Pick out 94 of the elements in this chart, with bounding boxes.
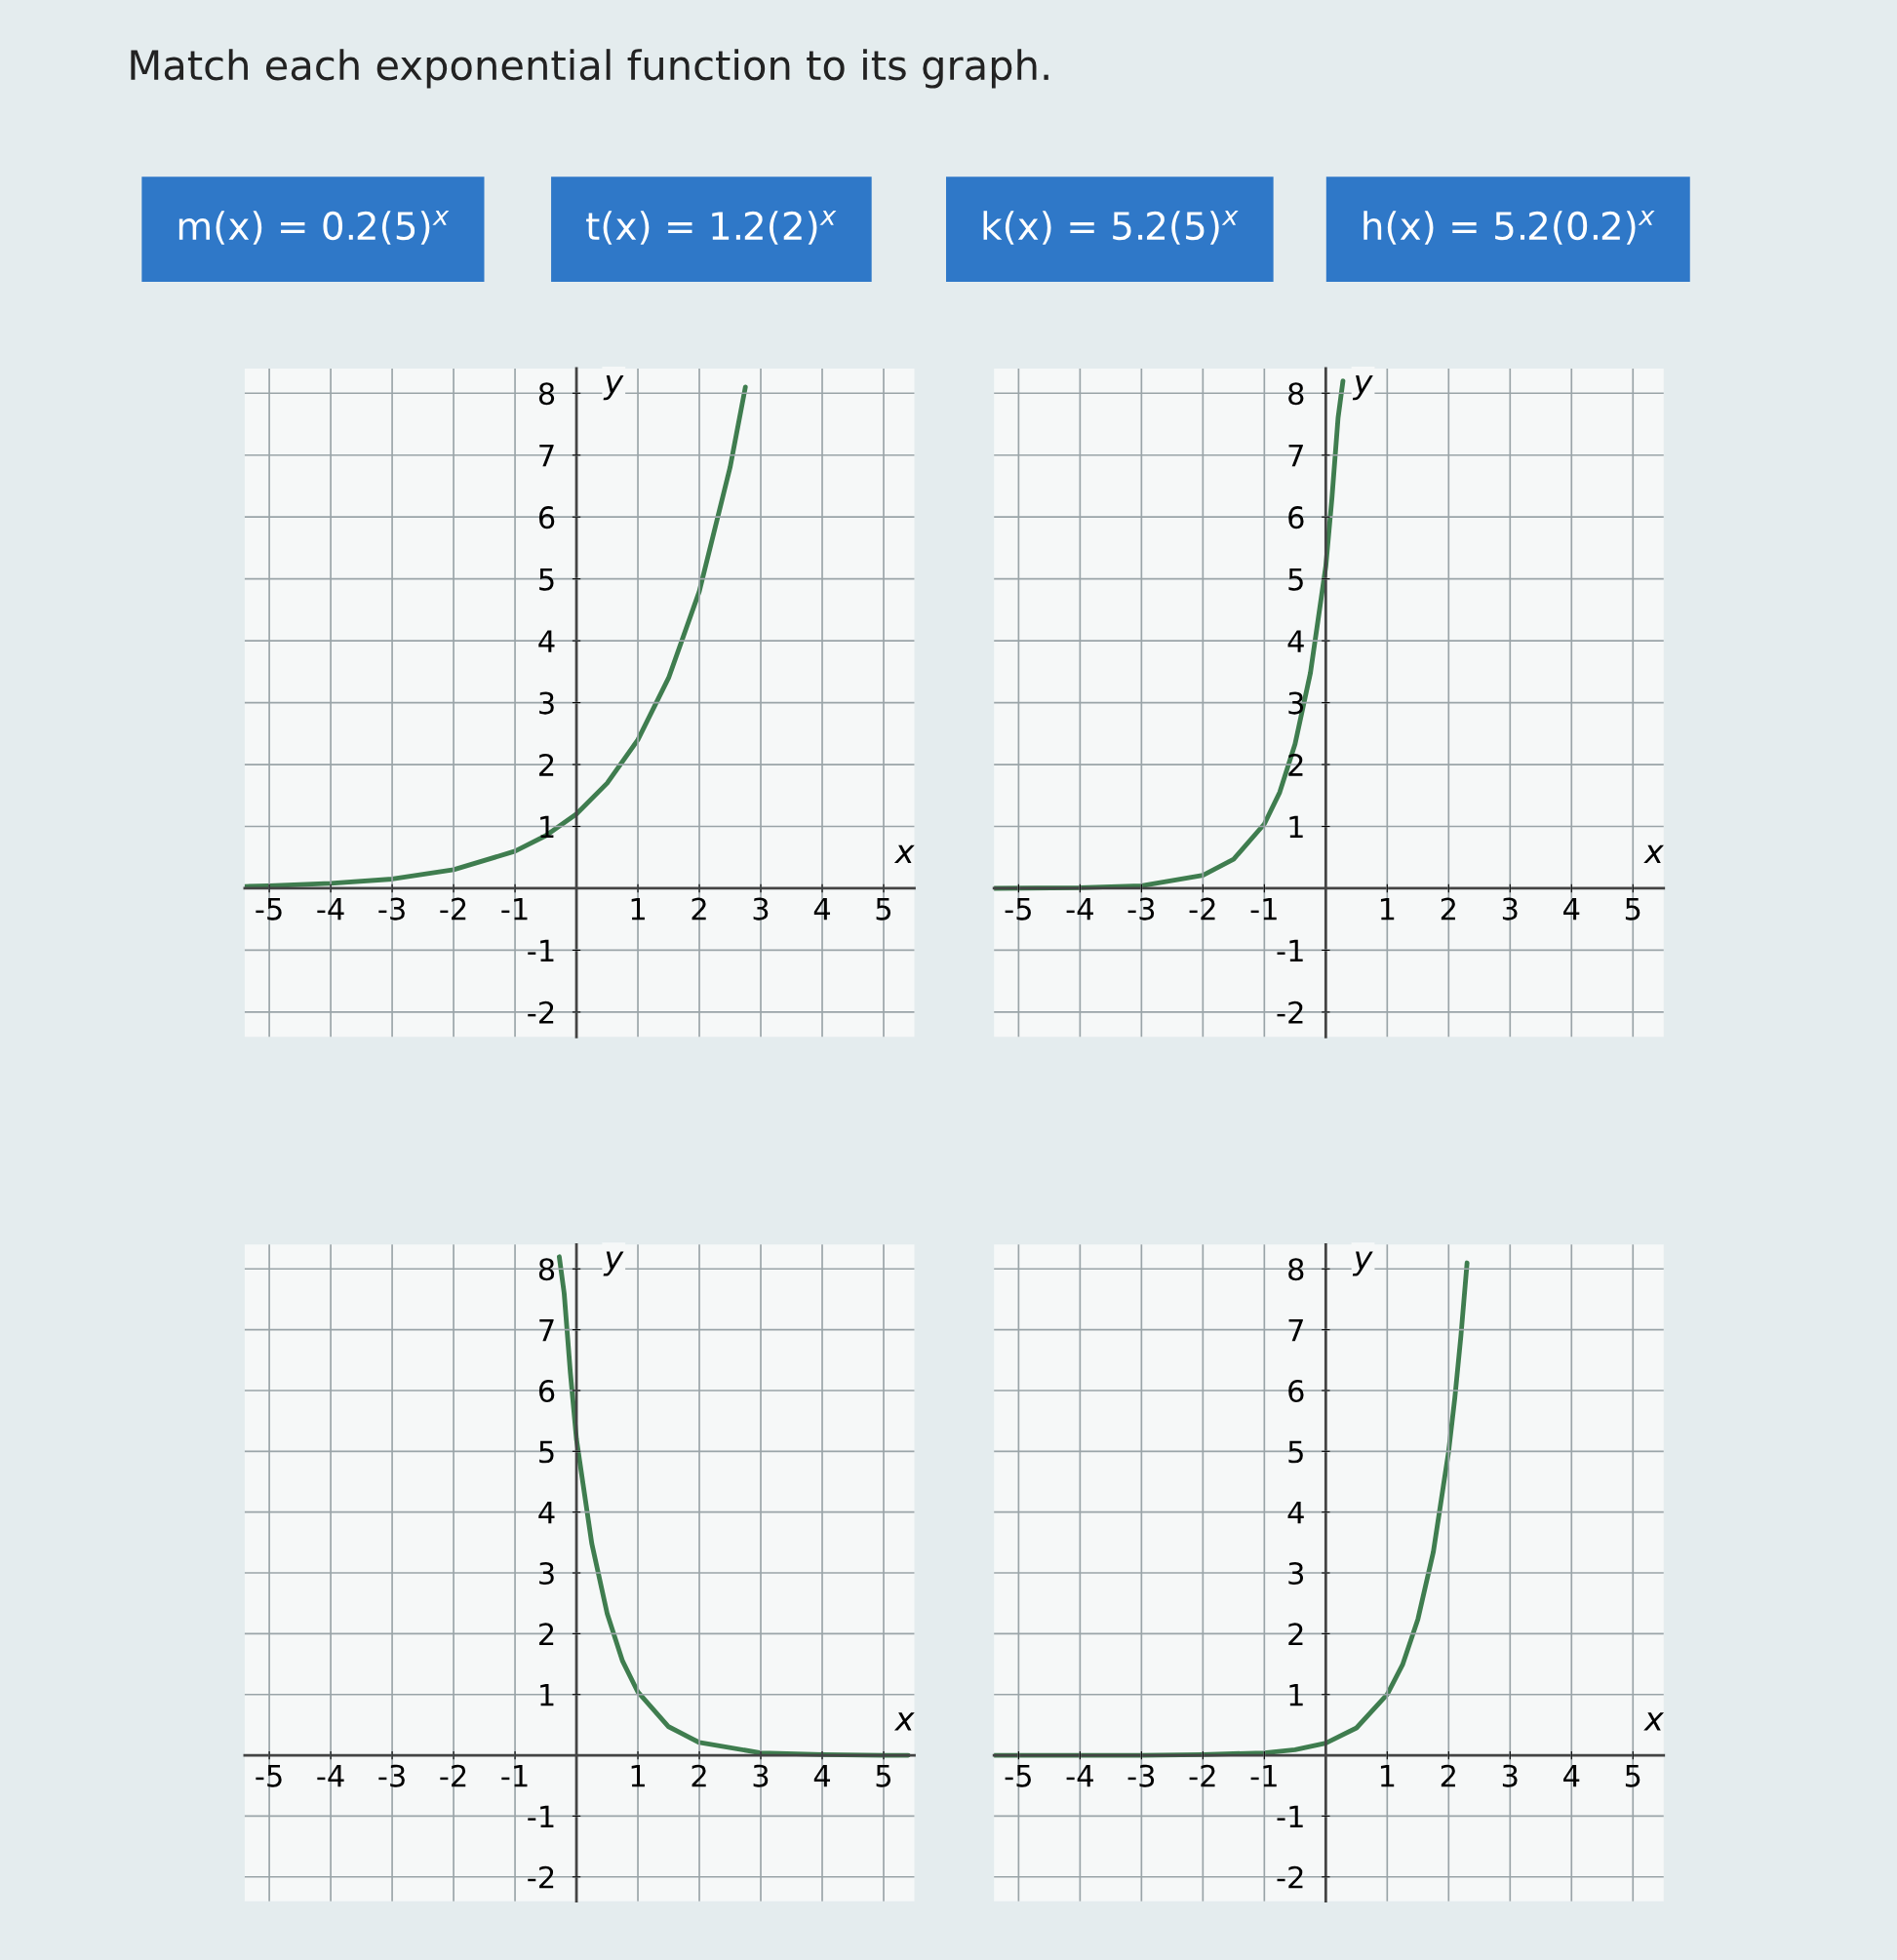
y-tick-label: -2 <box>1277 1000 1303 1024</box>
y-tick-label: -1 <box>1277 1805 1303 1828</box>
x-tick-label: -1 <box>501 897 528 921</box>
x-tick-label: -4 <box>1066 1765 1093 1787</box>
x-tick-label: -3 <box>1127 897 1155 921</box>
x-tick-label: 3 <box>1502 1764 1518 1787</box>
y-tick-label: 6 <box>1288 1379 1304 1403</box>
x-tick-label: 4 <box>1563 897 1580 921</box>
x-tick-label: 5 <box>1625 897 1640 921</box>
y-tick-label: 7 <box>1288 445 1303 467</box>
x-tick-label: 4 <box>1563 1765 1580 1787</box>
x-tick-label: -4 <box>1066 897 1093 921</box>
y-tick-label: 7 <box>1288 1318 1303 1342</box>
y-tick-label: -2 <box>528 1865 554 1889</box>
x-tick-label: -3 <box>378 897 405 921</box>
line-series <box>994 378 1346 891</box>
x-tick-label: -4 <box>317 897 344 921</box>
text: h(x) = 5.2(0.2)$^{x}$ <box>1363 210 1655 245</box>
x-tick-label: 1 <box>631 897 645 921</box>
y-tick-label: 5 <box>1288 568 1303 591</box>
x-tick-label: -5 <box>1005 1765 1031 1787</box>
y-tick-label: 2 <box>1288 753 1303 776</box>
text: m(x) = 0.2(5)$^{x}$ <box>178 210 450 245</box>
y-tick-label: 5 <box>539 568 554 591</box>
y-tick-label: 1 <box>540 815 554 839</box>
x-tick-label: 5 <box>876 897 891 921</box>
y-tick-label: 4 <box>538 1502 555 1524</box>
y-tick-label: 8 <box>538 1258 555 1281</box>
y-axis-title: y <box>1352 1251 1373 1276</box>
x-tick-label: -3 <box>1127 1764 1155 1787</box>
y-tick-label: 5 <box>1288 1440 1303 1464</box>
x-axis-title: x <box>893 1712 915 1731</box>
x-axis-title: x <box>1643 1712 1665 1731</box>
y-tick-label: 2 <box>539 1623 554 1645</box>
x-tick-label: 3 <box>753 897 769 921</box>
y-tick-label: 1 <box>1289 815 1303 839</box>
y-tick-label: 2 <box>539 753 554 776</box>
x-tick-label: 1 <box>1380 897 1395 921</box>
x-tick-label: 3 <box>753 1764 769 1787</box>
x-tick-label: 2 <box>692 1764 706 1787</box>
y-tick-label: 6 <box>1288 506 1304 529</box>
x-tick-label: -1 <box>501 1765 528 1787</box>
x-tick-label: -4 <box>317 1765 344 1787</box>
y-tick-label: 7 <box>539 445 554 467</box>
chart-title: Match each exponential function to its graph. <box>131 49 1048 89</box>
y-tick-label: -2 <box>1277 1865 1303 1889</box>
y-axis-title: y <box>1352 374 1373 401</box>
x-tick-label: -3 <box>378 1764 405 1787</box>
y-tick-label: 5 <box>539 1440 554 1464</box>
x-tick-label: 2 <box>692 897 706 921</box>
x-tick-label: -1 <box>1250 1765 1277 1787</box>
x-tick-label: 4 <box>813 897 831 921</box>
y-tick-label: 4 <box>538 630 555 652</box>
x-tick-label: 2 <box>1441 897 1455 921</box>
x-tick-label: 3 <box>1502 897 1518 921</box>
y-tick-label: 7 <box>539 1318 554 1342</box>
y-axis-title: y <box>603 374 624 401</box>
x-tick-label: 2 <box>1441 1764 1455 1787</box>
x-tick-label: -2 <box>1189 897 1215 921</box>
x-tick-label: -2 <box>440 897 466 921</box>
x-tick-label: -2 <box>1189 1764 1215 1787</box>
y-tick-label: -1 <box>528 1805 554 1828</box>
y-tick-label: 6 <box>538 506 555 529</box>
y-tick-label: 3 <box>1288 691 1304 715</box>
x-tick-label: 1 <box>1380 1765 1395 1787</box>
x-tick-label: 4 <box>813 1765 831 1787</box>
y-tick-label: 1 <box>540 1684 554 1706</box>
y-tick-label: 4 <box>1287 630 1304 652</box>
x-tick-label: 5 <box>876 1765 891 1787</box>
y-tick-label: -2 <box>528 1000 554 1024</box>
y-tick-label: 1 <box>1289 1684 1303 1706</box>
x-tick-label: -5 <box>1005 897 1031 921</box>
x-tick-label: -5 <box>256 1765 282 1787</box>
y-tick-label: 6 <box>538 1379 555 1403</box>
y-tick-label: 4 <box>1287 1502 1304 1524</box>
y-tick-label: 3 <box>1288 1561 1304 1586</box>
x-tick-label: -5 <box>256 897 282 921</box>
x-tick-label: 5 <box>1625 1765 1640 1787</box>
y-tick-label: 3 <box>539 691 554 715</box>
x-tick-label: -2 <box>440 1764 466 1787</box>
y-tick-label: 3 <box>539 1561 554 1586</box>
y-tick-label: -1 <box>528 939 554 962</box>
x-tick-label: 1 <box>631 1765 645 1787</box>
text: k(x) = 5.2(5)$^{x}$ <box>983 210 1239 245</box>
y-tick-label: 2 <box>1288 1623 1303 1645</box>
y-tick-label: 8 <box>1288 382 1304 406</box>
y-axis-title: y <box>603 1251 624 1276</box>
y-tick-label: 8 <box>1288 1258 1304 1281</box>
x-axis-title: x <box>893 844 915 864</box>
x-axis-title: x <box>1643 844 1665 864</box>
y-tick-label: 8 <box>538 382 555 406</box>
x-tick-label: -1 <box>1250 897 1277 921</box>
text: t(x) = 1.2(2)$^{x}$ <box>586 210 837 245</box>
y-tick-label: -1 <box>1277 939 1303 962</box>
